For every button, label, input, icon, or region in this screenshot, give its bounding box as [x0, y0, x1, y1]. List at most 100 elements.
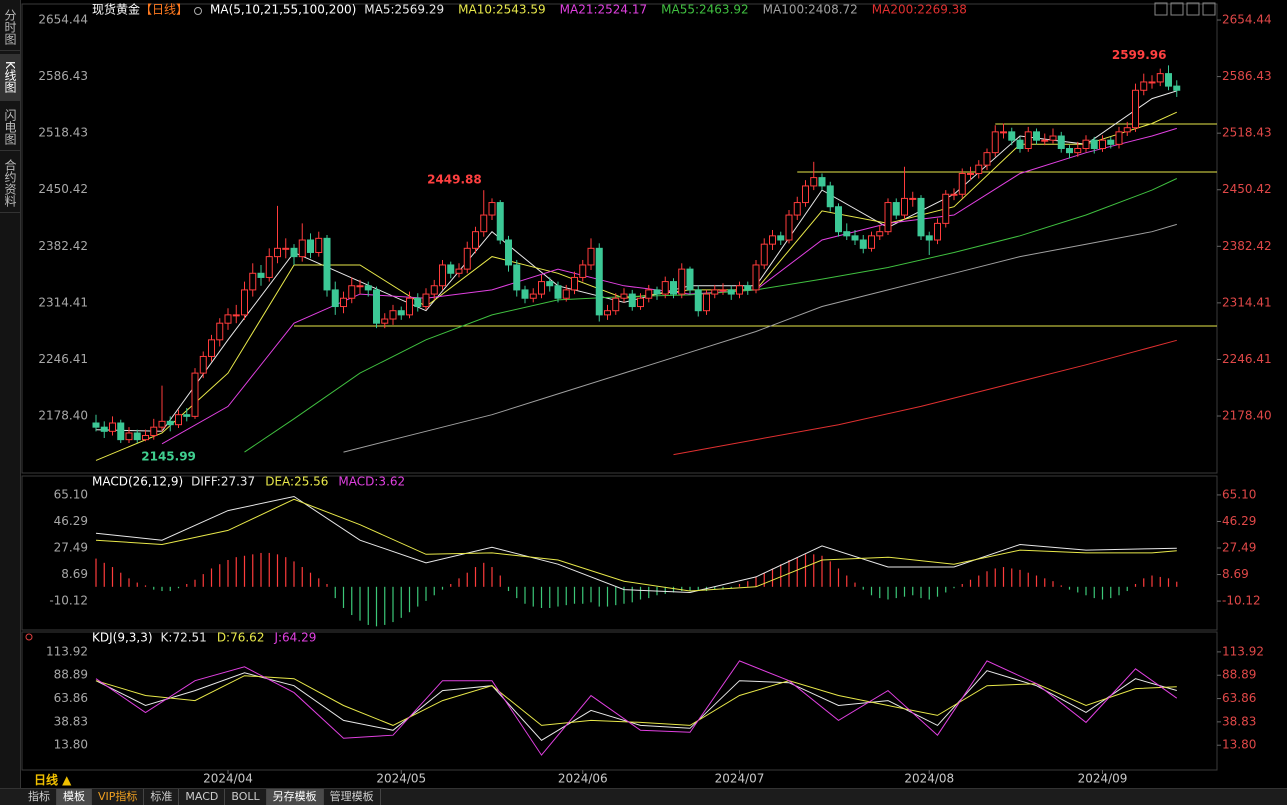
- side-tab[interactable]: 分时图: [0, 4, 20, 51]
- tab[interactable]: 标准: [144, 789, 180, 805]
- candle-body: [793, 202, 801, 216]
- candle-body: [117, 422, 125, 441]
- candle-body: [686, 268, 694, 291]
- candle-body: [571, 276, 578, 291]
- candle-body: [785, 214, 793, 241]
- candle-body: [389, 310, 397, 320]
- tab[interactable]: 指标: [22, 789, 57, 805]
- candle-body: [331, 289, 339, 308]
- candle-body: [439, 264, 446, 287]
- candle-body: [769, 235, 776, 245]
- tab[interactable]: MACD: [179, 789, 226, 805]
- candle-body: [818, 177, 826, 187]
- candle-body: [183, 414, 191, 417]
- y-tick-label-right: 8.69: [1222, 567, 1249, 581]
- candle-body: [356, 285, 364, 288]
- tab[interactable]: BOLL: [225, 789, 267, 805]
- candle-body: [364, 285, 372, 291]
- y-tick-label-right: 2654.44: [1222, 13, 1272, 27]
- candle-body: [257, 272, 265, 278]
- x-tick-label: 2024/08: [904, 772, 954, 786]
- candle-body: [843, 231, 851, 237]
- candle-body: [727, 289, 735, 295]
- side-tab[interactable]: 合约资料: [0, 154, 20, 213]
- candle-body: [1049, 135, 1057, 141]
- candle-body: [513, 264, 521, 291]
- candle-body: [876, 231, 884, 237]
- candle-body: [661, 281, 669, 295]
- y-tick-label-right: 2586.43: [1222, 69, 1272, 83]
- indicator-line: [95, 670, 1177, 741]
- y-tick-label: 2178.40: [38, 409, 88, 423]
- y-tick-label: 88.89: [54, 668, 88, 682]
- candle-body: [406, 297, 413, 316]
- period-selector[interactable]: 日线 ▲: [34, 773, 72, 787]
- candle-body: [901, 197, 908, 216]
- candle-body: [595, 247, 603, 316]
- legend-label: 【日线】: [140, 3, 188, 17]
- toolbar-button[interactable]: [1170, 2, 1184, 16]
- side-tab[interactable]: 闪电图: [0, 104, 20, 151]
- candle-body: [298, 239, 306, 258]
- candle-body: [133, 432, 141, 441]
- candle-body: [265, 256, 273, 278]
- macd-panel: [21, 475, 1218, 631]
- candle-body: [637, 297, 644, 308]
- x-tick-label: 2024/06: [558, 772, 608, 786]
- candle-body: [909, 197, 917, 200]
- indicator-line: [95, 90, 1177, 432]
- toolbar-button[interactable]: [1154, 2, 1168, 16]
- candle-body: [92, 422, 100, 428]
- candle-body: [1140, 81, 1148, 91]
- candle-body: [1132, 89, 1139, 129]
- y-tick-label-right: 2450.42: [1222, 182, 1272, 196]
- toolbar-button[interactable]: [1186, 2, 1200, 16]
- tab[interactable]: 模板: [57, 789, 92, 805]
- candle-body: [224, 314, 232, 324]
- candle-body: [290, 247, 298, 258]
- y-tick-label-right: 46.29: [1222, 514, 1256, 528]
- tab[interactable]: VIP指标: [92, 789, 145, 805]
- indicator-line: [95, 498, 1177, 592]
- main-panel: [21, 3, 1218, 474]
- candle-body: [777, 235, 785, 241]
- candle-body: [422, 293, 430, 308]
- x-tick-label: 2024/09: [1078, 772, 1128, 786]
- legend-label: KDJ(9,3,3): [92, 631, 153, 645]
- candle-body: [455, 268, 463, 274]
- y-tick-label-right: 27.49: [1222, 541, 1256, 555]
- tab[interactable]: 另存模板: [266, 789, 324, 805]
- side-tab[interactable]: K线图: [0, 54, 20, 101]
- candle-body: [884, 202, 892, 233]
- y-tick-label-right: 2382.42: [1222, 239, 1272, 253]
- candle-body: [472, 231, 479, 249]
- candle-body: [744, 285, 752, 291]
- candle-body: [529, 293, 537, 299]
- sidebar: 分时图 K线图 闪电图 合约资料: [0, 0, 21, 805]
- legend-label: D:76.62: [217, 631, 265, 645]
- candle-body: [802, 185, 809, 204]
- candle-body: [1115, 131, 1123, 145]
- candle-body: [983, 152, 991, 166]
- y-tick-label: 63.86: [54, 691, 88, 705]
- indicator-line: [673, 339, 1177, 456]
- toolbar-button[interactable]: [1202, 2, 1216, 16]
- candle-body: [1090, 139, 1098, 149]
- y-tick-label: 113.92: [46, 644, 88, 658]
- tab[interactable]: 管理模板: [324, 789, 381, 805]
- candle-body: [628, 293, 636, 308]
- candle-body: [620, 293, 628, 299]
- candle-body: [505, 239, 512, 266]
- candle-body: [158, 420, 166, 428]
- candle-body: [868, 235, 875, 249]
- y-tick-label-right: 13.80: [1222, 738, 1256, 752]
- y-tick-label: 2450.42: [38, 182, 88, 196]
- footer-tabs: 指标 模板 VIP指标 标准 MACD BOLL 另存模板 管理模板: [0, 788, 1287, 805]
- candle-body: [760, 243, 768, 266]
- candle-body: [463, 247, 471, 270]
- y-tick-label: 46.29: [54, 514, 88, 528]
- legend-label: MA(5,10,21,55,100,200): [210, 3, 356, 17]
- toolbar[interactable]: [1154, 2, 1216, 16]
- legend-label: K:72.51: [161, 631, 207, 645]
